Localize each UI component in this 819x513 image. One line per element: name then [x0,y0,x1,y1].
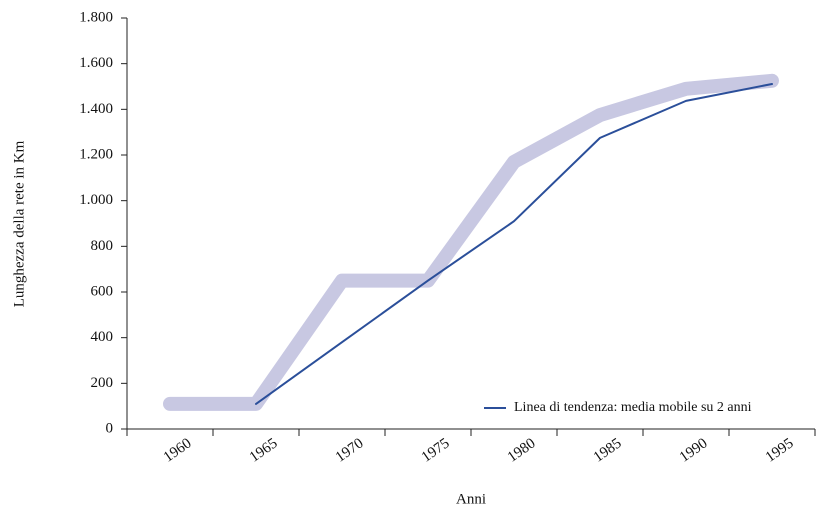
y-tick-label: 200 [91,375,114,391]
legend-label: Linea di tendenza: media mobile su 2 ann… [514,400,752,415]
series-line [255,82,773,405]
y-tick-label: 1.800 [79,9,113,25]
y-tick-label: 0 [106,420,114,436]
x-tick-label: 1960 [161,435,195,465]
x-axis-label: Anni [456,491,486,507]
series-line [163,73,779,411]
y-tick-label: 1.000 [79,192,113,208]
y-axis-label: Lunghezza della rete in Km [11,140,27,307]
x-tick-label: 1990 [677,435,711,465]
y-tick-label: 800 [91,238,114,254]
y-tick-label: 1.400 [79,101,113,117]
y-tick-label: 400 [91,329,114,345]
x-tick-label: 1980 [505,435,539,465]
x-tick-label: 1965 [247,435,281,465]
y-tick-label: 1.200 [79,146,113,162]
x-tick-label: 1985 [591,435,625,465]
x-tick-label: 1970 [333,435,367,465]
y-tick-label: 600 [91,283,114,299]
x-tick-label: 1975 [419,435,453,465]
x-tick-label: 1995 [763,435,797,465]
y-tick-label: 1.600 [79,55,113,71]
